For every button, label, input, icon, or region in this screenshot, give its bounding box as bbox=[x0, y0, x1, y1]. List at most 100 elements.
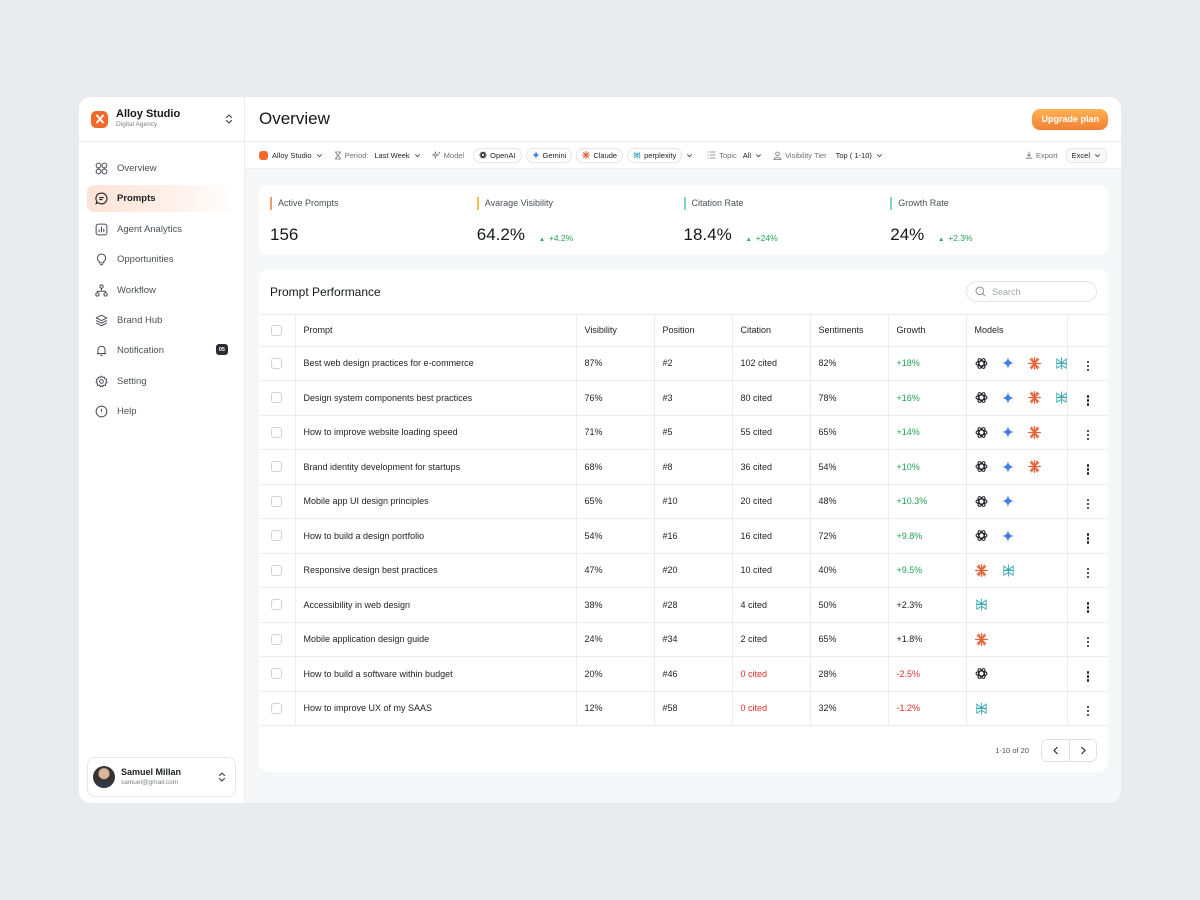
sidebar-item-notification[interactable]: Notification 05 bbox=[87, 337, 236, 364]
user-account-switcher[interactable]: Samuel Millan samuel@gmail.com bbox=[87, 757, 236, 797]
row-checkbox[interactable] bbox=[271, 633, 282, 645]
brand-filter[interactable]: Alloy Studio bbox=[259, 150, 323, 160]
export-button[interactable]: Export bbox=[1025, 151, 1058, 160]
table-row[interactable]: How to improve UX of my SAAS 12% #58 0 cite… bbox=[259, 691, 1108, 726]
column-header[interactable]: Sentiments bbox=[810, 315, 889, 347]
row-select-cell[interactable] bbox=[259, 484, 296, 519]
stat-label: Avarage Visibility bbox=[476, 197, 684, 210]
models-cell bbox=[966, 622, 1068, 657]
model-chip-claude[interactable]: Claude bbox=[576, 147, 624, 163]
previous-page-button[interactable] bbox=[1042, 740, 1069, 761]
select-all-checkbox[interactable] bbox=[271, 324, 282, 336]
column-header[interactable]: Prompt bbox=[295, 315, 577, 347]
workspace-switcher[interactable]: Alloy Studio Digital Agency bbox=[79, 97, 244, 142]
sidebar-item-setting[interactable]: Setting bbox=[87, 368, 236, 395]
row-select-cell[interactable] bbox=[259, 656, 296, 692]
row-checkbox[interactable] bbox=[271, 392, 282, 404]
table-row[interactable]: How to build a design portfolio 54% #16 16 … bbox=[259, 518, 1108, 554]
search-input[interactable] bbox=[992, 286, 1087, 297]
column-header[interactable]: Citation bbox=[732, 315, 811, 347]
row-menu-button[interactable] bbox=[1067, 346, 1108, 381]
sidebar-item-prompts[interactable]: Prompts bbox=[87, 185, 236, 213]
table-row[interactable]: Mobile app UI design principles 65% #10 20 … bbox=[259, 484, 1108, 519]
row-checkbox[interactable] bbox=[271, 495, 282, 507]
table-row[interactable]: Responsive design best practices 47% #20 10… bbox=[259, 553, 1108, 588]
visibility-cell: 68% bbox=[576, 449, 655, 485]
prompt-cell: Responsive design best practices bbox=[295, 553, 577, 588]
app-window: Alloy Studio Digital Agency Overview Pro… bbox=[79, 97, 1121, 803]
sidebar-item-help[interactable]: Help bbox=[87, 398, 236, 425]
row-select-cell[interactable] bbox=[259, 346, 296, 381]
topic-filter[interactable]: Topic All bbox=[707, 151, 762, 160]
growth-cell: +1.8% bbox=[888, 622, 967, 657]
row-select-cell[interactable] bbox=[259, 622, 296, 657]
sidebar-item-opportunities[interactable]: Opportunities bbox=[87, 246, 236, 273]
sidebar-item-workflow[interactable]: Workflow bbox=[87, 277, 236, 304]
growth-cell: +9.5% bbox=[888, 553, 967, 588]
table-row[interactable]: Brand identity development for startups 6… bbox=[259, 449, 1108, 485]
row-checkbox[interactable] bbox=[271, 461, 282, 473]
row-menu-button[interactable] bbox=[1067, 380, 1108, 416]
row-menu-button[interactable] bbox=[1067, 484, 1108, 519]
chevron-right-icon bbox=[1081, 746, 1086, 755]
row-select-cell[interactable] bbox=[259, 518, 296, 554]
row-checkbox[interactable] bbox=[271, 702, 282, 714]
period-filter[interactable]: Period: Last Week bbox=[334, 151, 421, 160]
table-header-row: Prompt Visibility Position Citation Sent… bbox=[259, 315, 1108, 347]
column-header[interactable]: Models bbox=[966, 315, 1068, 347]
table-row[interactable]: Accessibility in web design 38% #28 4 cited… bbox=[259, 587, 1108, 623]
row-checkbox[interactable] bbox=[271, 357, 282, 369]
citation-cell: 55 cited bbox=[732, 415, 811, 450]
model-chip-perplexity[interactable]: perplexity bbox=[627, 147, 683, 163]
visibility-tier-filter[interactable]: Visibility Tier Top ( 1-10) bbox=[773, 151, 883, 160]
select-all-cell[interactable] bbox=[259, 315, 296, 347]
stat-value: 18.4% bbox=[683, 225, 732, 244]
row-menu-button[interactable] bbox=[1067, 656, 1108, 692]
row-checkbox[interactable] bbox=[271, 599, 282, 611]
row-select-cell[interactable] bbox=[259, 587, 296, 623]
growth-cell: +18% bbox=[888, 346, 967, 381]
export-format-select[interactable]: Excel bbox=[1065, 147, 1107, 163]
sidebar-item-agent-analytics[interactable]: Agent Analytics bbox=[87, 216, 236, 243]
row-menu-button[interactable] bbox=[1067, 518, 1108, 554]
table-row[interactable]: Best web design practices for e-commerce… bbox=[259, 346, 1108, 381]
table-row[interactable]: How to improve website loading speed 71% #… bbox=[259, 415, 1108, 450]
column-header[interactable]: Position bbox=[654, 315, 733, 347]
chevron-updown-icon[interactable] bbox=[224, 112, 234, 126]
table-row[interactable]: Mobile application design guide 24% #34 2 c… bbox=[259, 622, 1108, 657]
sentiments-cell: 28% bbox=[810, 656, 889, 692]
model-chip-openai[interactable]: OpenAI bbox=[473, 147, 522, 163]
row-menu-button[interactable] bbox=[1067, 622, 1108, 657]
user-email: samuel@gmail.com bbox=[121, 778, 179, 786]
table-row[interactable]: How to build a software within budget 20%… bbox=[259, 656, 1108, 692]
sidebar-item-brand-hub[interactable]: Brand Hub bbox=[87, 307, 236, 334]
row-menu-button[interactable] bbox=[1067, 415, 1108, 450]
next-page-button[interactable] bbox=[1069, 740, 1096, 761]
row-select-cell[interactable] bbox=[259, 449, 296, 485]
row-checkbox[interactable] bbox=[271, 564, 282, 576]
row-menu-button[interactable] bbox=[1067, 691, 1108, 726]
sidebar-item-label: Opportunities bbox=[117, 254, 174, 266]
row-checkbox[interactable] bbox=[271, 530, 282, 542]
chevron-updown-icon[interactable] bbox=[217, 770, 227, 784]
row-select-cell[interactable] bbox=[259, 553, 296, 588]
row-menu-button[interactable] bbox=[1067, 587, 1108, 623]
row-menu-button[interactable] bbox=[1067, 553, 1108, 588]
chevron-down-icon[interactable] bbox=[686, 152, 693, 159]
row-select-cell[interactable] bbox=[259, 380, 296, 416]
row-menu-button[interactable] bbox=[1067, 449, 1108, 485]
models-cell bbox=[966, 691, 1068, 726]
stat-label: Citation Rate bbox=[683, 197, 891, 210]
row-checkbox[interactable] bbox=[271, 426, 282, 438]
column-header[interactable]: Visibility bbox=[576, 315, 655, 347]
table-row[interactable]: Design system components best practices 7… bbox=[259, 380, 1108, 416]
row-checkbox[interactable] bbox=[271, 668, 282, 680]
row-select-cell[interactable] bbox=[259, 415, 296, 450]
row-select-cell[interactable] bbox=[259, 691, 296, 726]
column-header[interactable]: Growth bbox=[888, 315, 967, 347]
chevron-down-icon bbox=[876, 153, 882, 157]
model-chip-gemini[interactable]: Gemini bbox=[525, 147, 573, 163]
upgrade-plan-button[interactable]: Upgrade plan bbox=[1032, 108, 1108, 130]
sidebar-item-overview[interactable]: Overview bbox=[87, 155, 236, 182]
column-header-actions bbox=[1067, 315, 1108, 347]
